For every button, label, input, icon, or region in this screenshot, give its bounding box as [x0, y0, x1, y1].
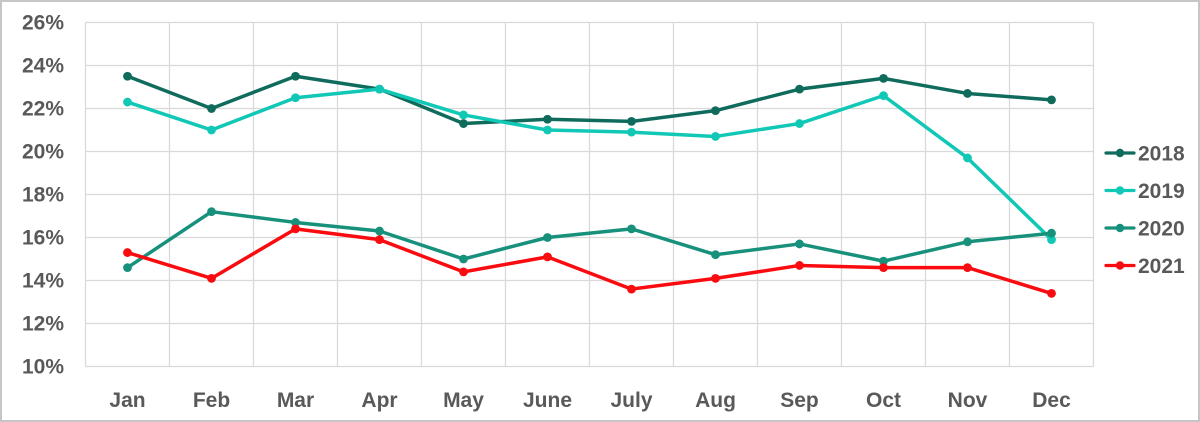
data-point — [543, 233, 552, 242]
legend-item-2021: 2021 — [1104, 255, 1185, 278]
data-point — [711, 106, 720, 116]
data-point — [627, 284, 636, 294]
data-point — [627, 117, 636, 126]
data-point — [459, 110, 468, 120]
data-point — [375, 226, 384, 236]
data-point — [543, 252, 552, 262]
data-point — [711, 132, 720, 141]
legend-marker-dot — [1115, 223, 1125, 233]
data-point — [795, 84, 804, 94]
x-axis-tick-label: Jan — [109, 389, 145, 412]
legend-marker-dot — [1115, 186, 1125, 195]
data-point — [879, 256, 888, 266]
data-point — [207, 207, 216, 217]
data-point — [207, 104, 216, 113]
legend: 2018 2019 2020 2021 — [1104, 143, 1185, 278]
legend-marker-dot — [1115, 148, 1125, 158]
y-axis-tick-label: 12% — [22, 313, 64, 336]
legend-item-2018: 2018 — [1104, 143, 1185, 166]
data-point — [291, 218, 300, 227]
data-point — [543, 114, 552, 124]
y-axis-tick-label: 10% — [22, 356, 64, 379]
data-point — [711, 273, 720, 283]
x-axis-tick-label: July — [610, 389, 652, 412]
data-point — [627, 224, 636, 234]
data-point — [123, 97, 132, 107]
x-axis-tick-label: Aug — [695, 389, 736, 412]
data-point — [795, 239, 804, 249]
data-point — [1047, 95, 1056, 105]
gridlines — [84, 21, 1095, 368]
y-axis-tick-label: 18% — [22, 184, 64, 207]
data-point — [627, 127, 636, 137]
legend-label: 2019 — [1138, 180, 1185, 203]
series-line-2020 — [125, 209, 1054, 270]
legend-marker-dot — [1115, 261, 1125, 270]
data-point — [963, 153, 972, 163]
axis-labels: 26% 24% 22% 20% 18% 16% 14% 12% 10% Jan Feb Mar Apr M… — [22, 12, 1071, 413]
data-point — [543, 125, 552, 135]
data-point — [375, 84, 384, 94]
y-axis-tick-label: 14% — [22, 270, 64, 293]
y-axis-tick-label: 24% — [22, 55, 64, 78]
y-axis-tick-label: 20% — [22, 141, 64, 164]
data-point — [375, 235, 384, 245]
legend-item-2020: 2020 — [1104, 218, 1185, 241]
x-axis-tick-label: Mar — [277, 389, 314, 412]
data-point — [879, 91, 888, 100]
data-point — [795, 261, 804, 270]
x-axis-tick-label: June — [523, 389, 572, 412]
data-point — [123, 263, 132, 272]
data-point — [123, 248, 132, 257]
data-point — [795, 119, 804, 128]
data-point — [879, 263, 888, 272]
x-axis-tick-label: Feb — [193, 389, 230, 412]
data-point — [879, 74, 888, 83]
series-line-2021 — [125, 227, 1054, 296]
x-axis-tick-label: May — [443, 389, 484, 412]
x-axis-tick-label: Dec — [1032, 389, 1071, 412]
legend-label: 2021 — [1138, 255, 1185, 278]
data-point — [459, 254, 468, 264]
x-axis-tick-label: Sep — [780, 389, 819, 412]
x-axis-tick-label: Oct — [866, 389, 901, 412]
data-point — [207, 125, 216, 135]
legend-label: 2018 — [1138, 143, 1185, 166]
data-point — [459, 267, 468, 277]
y-axis-tick-label: 16% — [22, 227, 64, 250]
data-point — [963, 89, 972, 98]
data-point — [123, 71, 132, 81]
plot-area — [123, 71, 1056, 298]
data-point — [963, 263, 972, 272]
y-axis-tick-label: 26% — [22, 12, 64, 35]
x-axis-tick-label: Apr — [361, 389, 397, 412]
data-point — [459, 119, 468, 128]
data-point — [291, 93, 300, 103]
data-point — [711, 250, 720, 260]
series-line-2019 — [125, 87, 1054, 242]
data-point — [1047, 289, 1056, 298]
data-point — [963, 237, 972, 247]
y-axis-tick-label: 22% — [22, 98, 64, 121]
data-point — [291, 224, 300, 234]
legend-item-2019: 2019 — [1104, 180, 1185, 203]
data-point — [1047, 235, 1056, 245]
data-point — [1047, 228, 1056, 238]
data-point — [291, 71, 300, 81]
x-axis-tick-label: Nov — [948, 389, 988, 412]
series-line-2018 — [125, 74, 1054, 126]
legend-label: 2020 — [1138, 218, 1185, 241]
data-point — [207, 273, 216, 283]
